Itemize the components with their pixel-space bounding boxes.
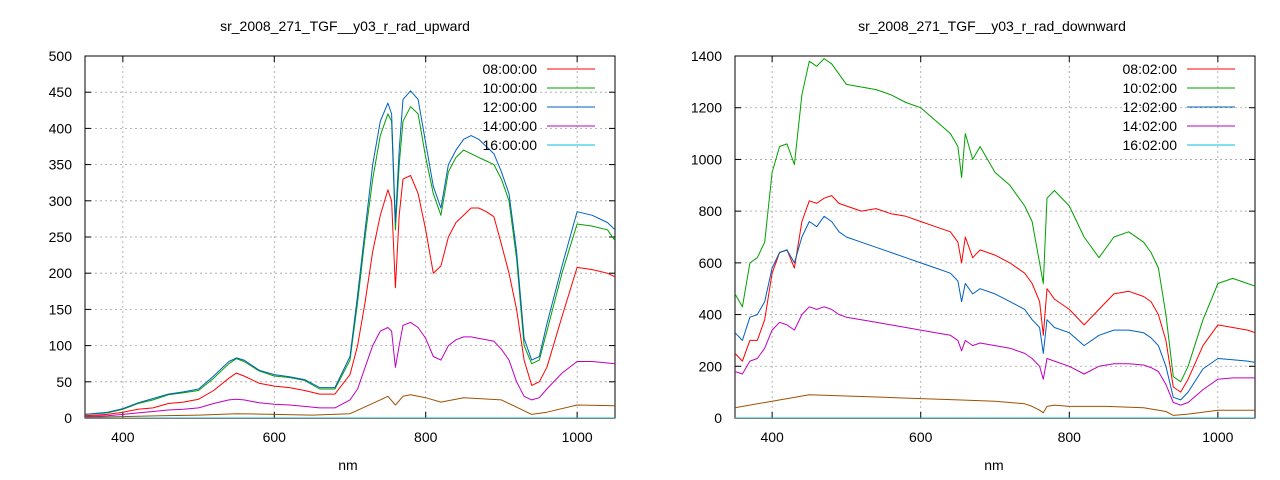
legend-label: 08:02:00: [1123, 61, 1178, 77]
y-tick-label: 600: [699, 255, 723, 271]
y-tick-label: 800: [699, 203, 723, 219]
x-tick-label: 600: [263, 429, 287, 445]
series-line: [85, 106, 615, 415]
series-line: [735, 306, 1255, 406]
y-tick-label: 350: [49, 157, 73, 173]
series-line: [735, 195, 1255, 393]
y-tick-label: 250: [49, 229, 73, 245]
legend-label: 14:00:00: [483, 118, 538, 134]
y-tick-label: 200: [699, 358, 723, 374]
x-tick-label: 1000: [1202, 429, 1233, 445]
chart-title-upward: sr_2008_271_TGF__y03_r_rad_upward: [220, 18, 470, 34]
series-line: [735, 215, 1255, 401]
legend-label: 16:00:00: [483, 137, 538, 153]
legend-label: 10:00:00: [483, 80, 538, 96]
y-tick-label: 400: [699, 307, 723, 323]
y-tick-label: 500: [49, 48, 73, 64]
y-tick-label: 1200: [691, 100, 722, 116]
y-tick-label: 0: [714, 410, 722, 426]
x-tick-label: 400: [760, 429, 784, 445]
legend-label: 12:02:00: [1123, 99, 1178, 115]
y-tick-label: 1400: [691, 48, 722, 64]
y-tick-label: 50: [56, 374, 72, 390]
series-group: [735, 58, 1255, 418]
y-tick-label: 0: [64, 410, 72, 426]
series-line: [735, 58, 1255, 383]
x-axis-label-upward: nm: [338, 457, 357, 473]
x-tick-label: 400: [111, 429, 135, 445]
series-line: [85, 90, 615, 415]
y-tick-label: 100: [49, 338, 73, 354]
legend-label: 08:00:00: [483, 61, 538, 77]
legend-label: 14:02:00: [1123, 118, 1178, 134]
chart-title-downward: sr_2008_271_TGF__y03_r_rad_downward: [858, 18, 1126, 34]
y-tick-label: 200: [49, 265, 73, 281]
y-tick-label: 450: [49, 84, 73, 100]
legend-label: 12:00:00: [483, 99, 538, 115]
series-line: [85, 321, 615, 418]
series-line: [85, 394, 615, 418]
series-group: [85, 90, 615, 418]
x-tick-label: 600: [909, 429, 933, 445]
y-tick-label: 400: [49, 120, 73, 136]
y-tick-label: 1000: [691, 151, 722, 167]
x-tick-label: 1000: [562, 429, 593, 445]
x-tick-label: 800: [414, 429, 438, 445]
series-line: [735, 394, 1255, 416]
x-tick-label: 800: [1058, 429, 1082, 445]
chart-panel-downward: sr_2008_271_TGF__y03_r_rad_downward nm 4…: [691, 18, 1256, 473]
chart-panel-upward: sr_2008_271_TGF__y03_r_rad_upward nm 400…: [49, 18, 616, 473]
y-tick-label: 150: [49, 301, 73, 317]
plot-frame: [734, 55, 1256, 419]
legend-label: 16:02:00: [1123, 137, 1178, 153]
y-tick-label: 300: [49, 193, 73, 209]
x-axis-label-downward: nm: [984, 457, 1003, 473]
legend-label: 10:02:00: [1123, 80, 1178, 96]
series-line: [85, 175, 615, 417]
